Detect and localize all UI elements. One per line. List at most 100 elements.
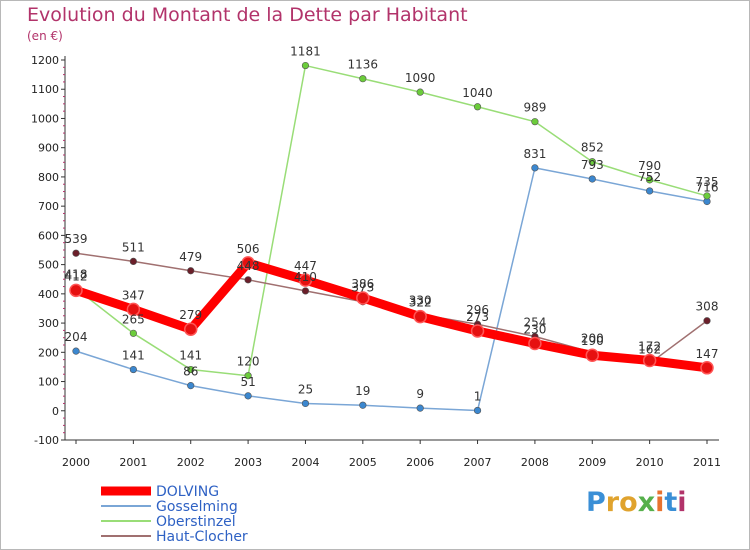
y-tick-label: 1000 [31,112,59,125]
data-label: 296 [466,303,489,317]
x-tick-label: 2008 [521,456,549,469]
data-label: 273 [466,310,489,324]
data-labels: 412 347 279 506 447 386 322 273 230 190 172 147 204 1… [65,45,719,404]
legend-label: DOLVING [156,483,220,500]
y-tick-label: 600 [38,229,59,242]
legend: DOLVING Gosselming Oberstinzel Haut-Cloc… [101,483,248,545]
data-label: 147 [696,347,719,361]
x-tick-label: 2005 [349,456,377,469]
data-point [413,309,427,324]
data-label: 418 [65,268,88,282]
y-tick-label: 400 [38,288,59,301]
series-lines [71,64,712,412]
x-tick-label: 2004 [291,456,319,469]
legend-label: Oberstinzel [156,513,236,530]
logo-letter: r [605,487,620,518]
data-label: 254 [523,316,546,330]
data-label: 347 [122,288,145,302]
legend-swatch [101,520,151,522]
y-tick-label: 300 [38,317,59,330]
series-line-oberstinzel [75,64,708,377]
data-label: 330 [409,293,432,307]
y-tick-label: 900 [38,142,59,155]
data-label: 141 [122,349,145,363]
data-label: 200 [581,331,604,345]
data-point [416,404,424,412]
legend-item: Gosselming [101,499,248,515]
data-point [359,401,367,409]
data-label: 172 [638,339,661,353]
data-label: 448 [237,259,260,273]
data-point [585,348,600,362]
y-tick-label: 200 [38,346,59,359]
data-point [244,392,252,400]
legend-label: Haut-Clocher [156,528,248,545]
x-tick-label: 2010 [636,456,664,469]
legend-item: DOLVING [101,483,248,500]
data-point [72,249,80,257]
data-point [241,256,255,270]
data-point [473,103,482,111]
data-point [642,353,657,368]
data-label: 162 [638,342,661,356]
data-point [187,382,195,390]
data-point [129,257,137,266]
logo-letter: t [664,487,678,518]
data-label: 831 [523,147,546,161]
y-tick-label: 700 [38,200,59,213]
chart-title: Evolution du Montant de la Dette par Hab… [27,4,468,26]
data-label: 506 [237,242,260,256]
data-label: 86 [183,365,198,379]
legend-item: Haut-Clocher [101,528,248,545]
data-label: 19 [355,384,370,398]
proxiti-logo: Proxiti [586,487,687,518]
logo-letter: P [586,487,606,518]
x-tick-label: 2009 [578,456,606,469]
data-point [69,283,83,298]
x-tick-label: 2007 [464,456,492,469]
y-tick-label: 1100 [31,83,59,96]
data-point [588,158,596,166]
data-point [703,192,711,200]
data-point [646,176,654,184]
data-label: 735 [696,175,719,189]
legend-swatch [101,535,151,537]
data-point [301,287,310,295]
data-point [72,347,80,355]
y-tick-label: 1200 [31,54,59,67]
data-point [301,399,310,408]
data-label: 230 [523,323,546,337]
legend-swatch [101,486,151,496]
data-label: 141 [179,349,202,363]
data-point [470,324,485,338]
data-point [301,61,310,70]
series-points [69,61,714,415]
data-label: 511 [122,240,145,254]
data-point [531,164,539,172]
logo-letter: x [637,487,656,518]
data-label: 539 [65,232,88,246]
axes: -100 0 100 200 300 400 500 600 700 800 900 1000 1100… [31,54,721,469]
x-tick-label: 2000 [62,456,90,469]
data-label: 793 [581,158,604,172]
data-point [359,75,367,83]
data-point [416,88,424,96]
data-point [187,267,195,275]
data-label: 752 [638,170,661,184]
y-tick-label: 800 [38,171,59,184]
logo-letter: o [619,487,638,518]
data-label: 373 [351,281,374,295]
data-label: 790 [638,159,661,173]
data-label: 412 [65,269,88,283]
y-tick-label: 100 [38,376,59,389]
logo-letter: i [677,487,687,518]
data-point [126,302,141,317]
data-label: 51 [240,375,255,389]
series-line-dolving [71,258,712,373]
data-label: 308 [696,300,719,314]
x-tick-label: 2006 [406,456,434,469]
chart-subtitle: (en €) [27,29,63,43]
x-tick-label: 2001 [119,456,147,469]
